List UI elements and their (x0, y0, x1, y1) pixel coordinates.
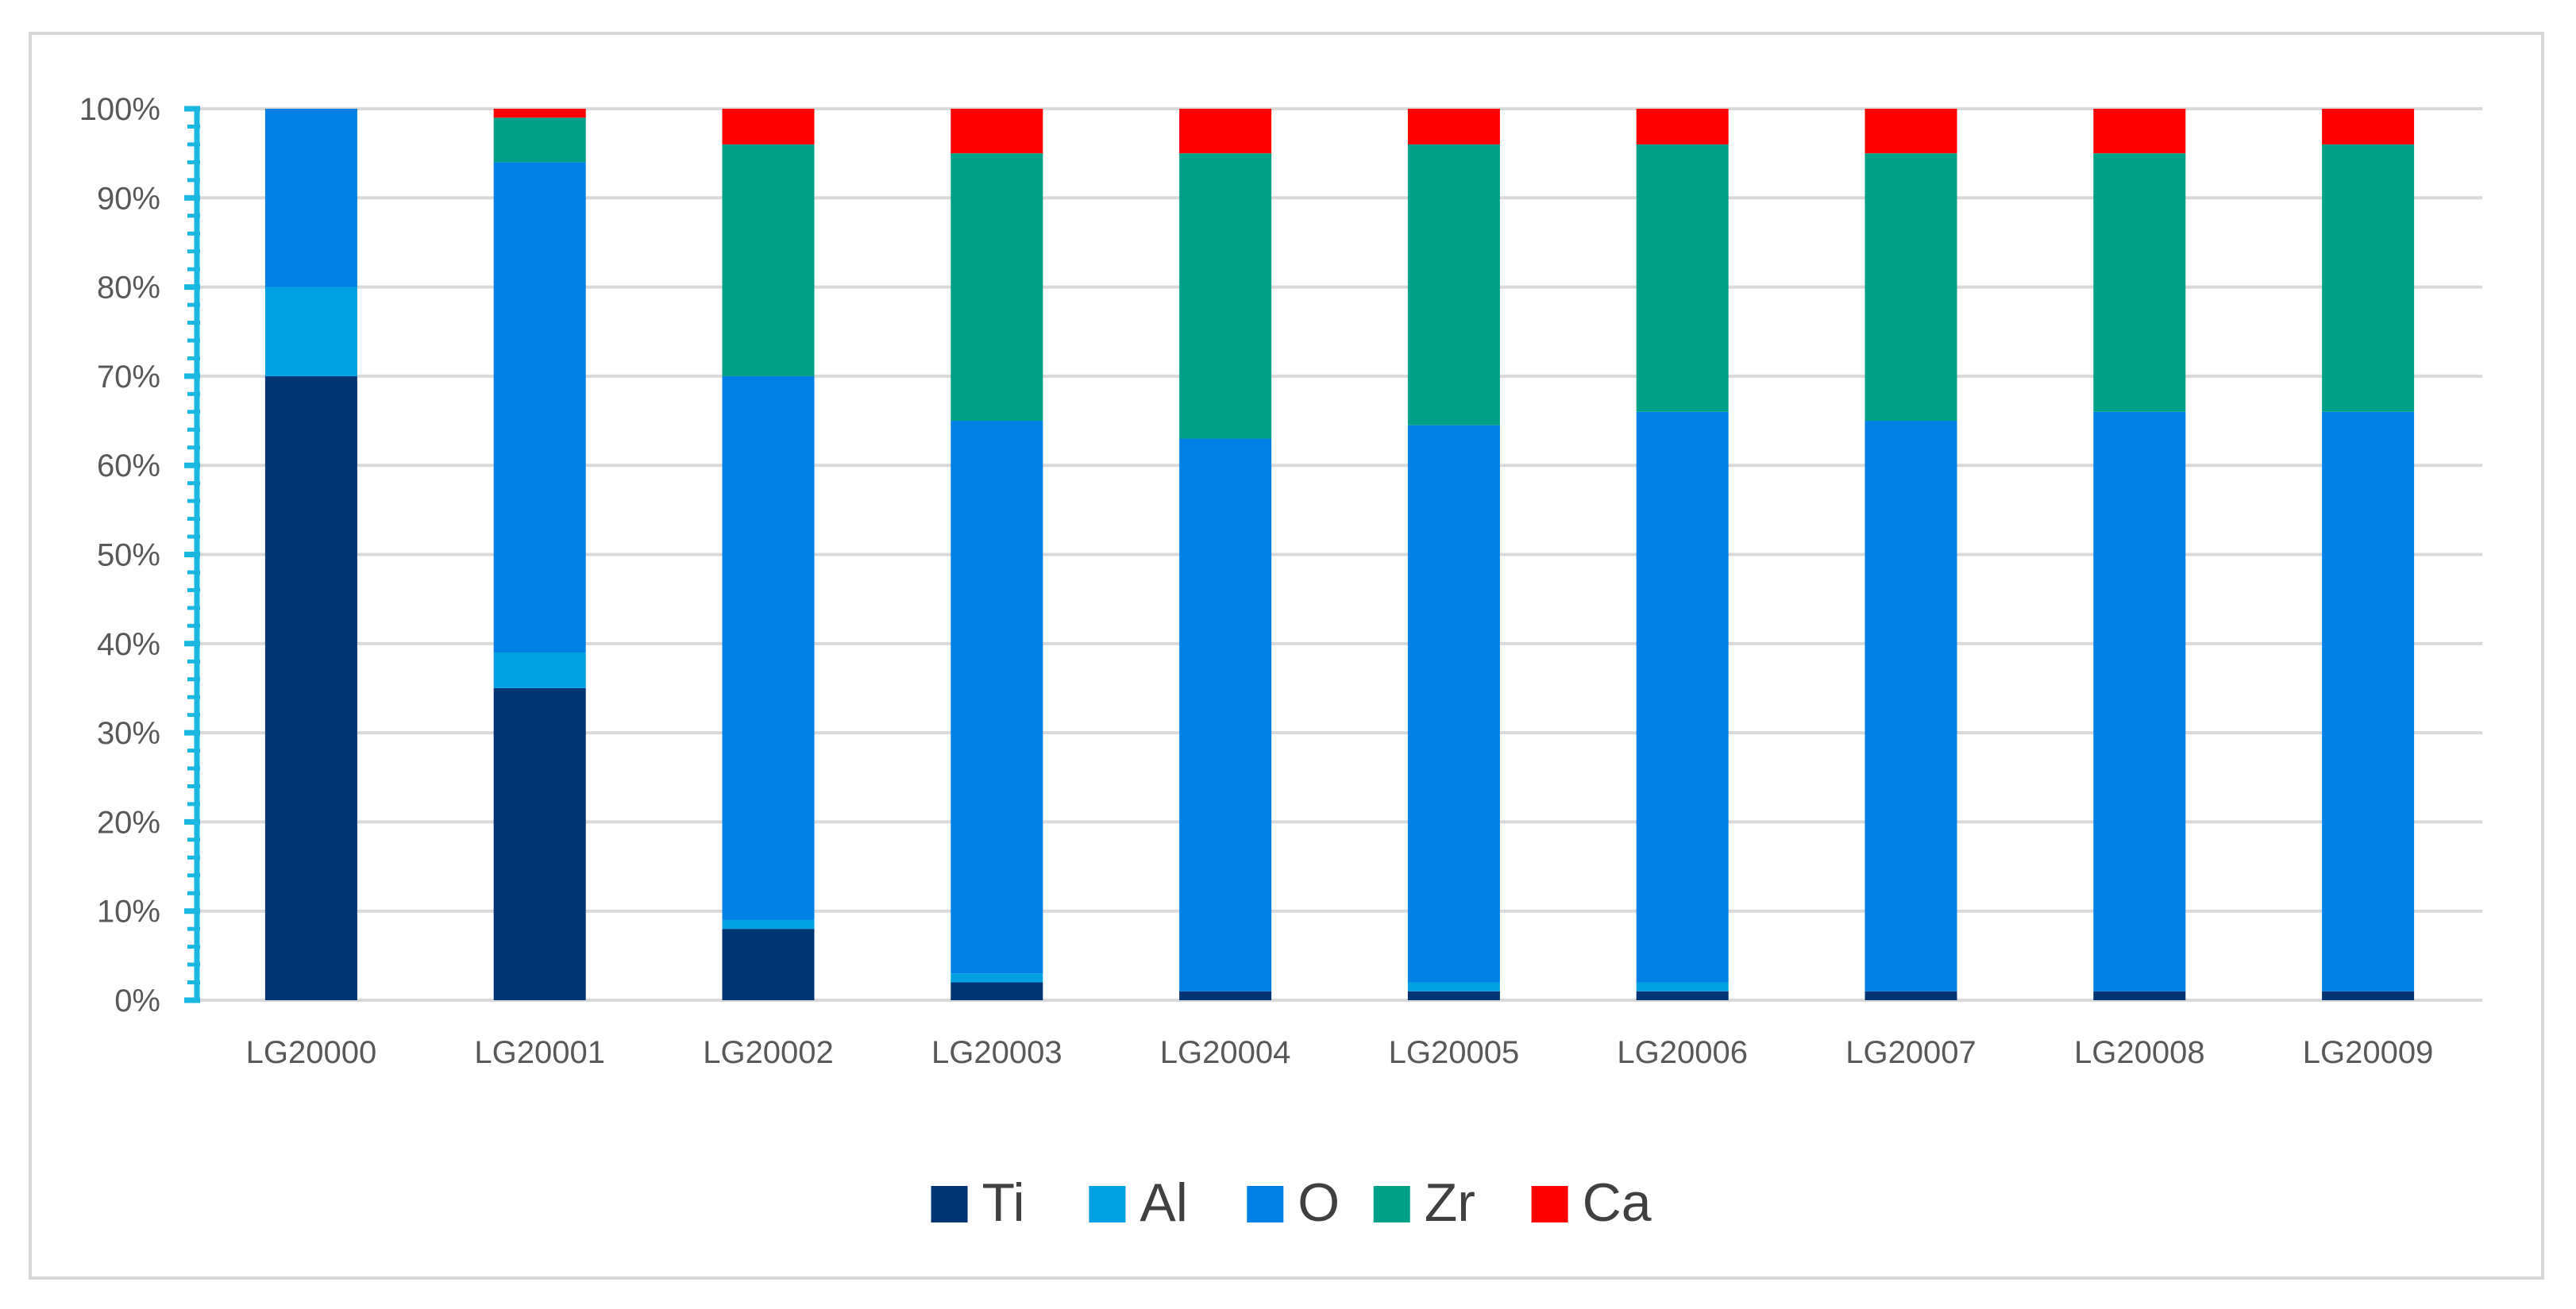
bar-segment-ca (1865, 109, 1957, 154)
bar-segment-ti (1636, 991, 1729, 1000)
x-tick-label: LG20002 (703, 1035, 834, 1070)
bar-segment-o (1407, 425, 1500, 983)
bar-segment-ca (2093, 109, 2186, 154)
bar-segment-al (493, 653, 586, 688)
bar-segment-al (1636, 982, 1729, 991)
y-tick-label: 20% (97, 805, 160, 840)
x-tick-label: LG20004 (1160, 1035, 1291, 1070)
bar-segment-zr (1865, 153, 1957, 422)
y-tick-label: 80% (97, 271, 160, 306)
legend-swatch-al (1089, 1186, 1126, 1222)
bar-segment-zr (951, 153, 1043, 422)
y-tick-label: 100% (79, 92, 160, 127)
legend-label-o: O (1298, 1172, 1340, 1233)
bar-segment-o (2093, 411, 2186, 991)
x-tick-label: LG20008 (2074, 1035, 2205, 1070)
legend-label-ti: Ti (982, 1172, 1025, 1233)
x-tick-label: LG20009 (2303, 1035, 2434, 1070)
y-tick-labels: 0% 10% 20% 30% 40% 50% 60% 70% 80% 90% 100% (79, 92, 160, 1018)
bars (264, 109, 2415, 1000)
y-tick-label: 40% (97, 627, 160, 662)
legend: Ti Al O Zr Ca (931, 1172, 1652, 1233)
bar-segment-al (264, 287, 357, 376)
bar-segment-ti (2322, 991, 2415, 1000)
bar-segment-ca (951, 109, 1043, 154)
bar-segment-zr (493, 117, 586, 163)
y-tick-label: 90% (97, 181, 160, 216)
bar-segment-ti (951, 982, 1043, 1000)
y-tick-label: 70% (97, 360, 160, 395)
legend-label-ca: Ca (1583, 1172, 1652, 1233)
bar-segment-ti (493, 687, 586, 1000)
x-tick-label: LG20000 (246, 1035, 377, 1070)
bar-segment-al (1407, 982, 1500, 991)
bar-segment-ti (1865, 991, 1957, 1000)
bar-segment-zr (2093, 153, 2186, 412)
bar-segment-ti (722, 929, 815, 1000)
bar-segment-al (951, 973, 1043, 983)
bar-segment-zr (1636, 144, 1729, 412)
x-tick-label: LG20001 (474, 1035, 605, 1070)
bar-segment-ti (1179, 991, 1272, 1000)
bar-segment-zr (2322, 144, 2415, 412)
bar-segment-ca (1407, 109, 1500, 144)
y-tick-label: 0% (114, 984, 160, 1018)
bar-segment-o (264, 109, 357, 287)
x-tick-label: LG20007 (1845, 1035, 1976, 1070)
legend-label-zr: Zr (1425, 1172, 1475, 1233)
y-axis (184, 106, 200, 1003)
bar-segment-zr (722, 144, 815, 376)
bar-segment-ti (264, 375, 357, 1000)
legend-label-al: Al (1140, 1172, 1187, 1233)
bar-segment-o (1865, 421, 1957, 991)
y-tick-label: 30% (97, 716, 160, 751)
bar-segment-ca (1636, 109, 1729, 144)
x-tick-label: LG20006 (1617, 1035, 1748, 1070)
bar-segment-ca (493, 109, 586, 118)
legend-swatch-ti (931, 1186, 968, 1222)
y-tick-label: 50% (97, 538, 160, 573)
bar-segment-o (2322, 411, 2415, 991)
bar-segment-al (722, 919, 815, 930)
x-tick-labels: LG20000 LG20001 LG20002 LG20003 LG20004 LG200… (246, 1035, 2434, 1070)
bar-segment-ca (722, 109, 815, 144)
x-tick-label: LG20005 (1389, 1035, 1520, 1070)
bar-segment-zr (1179, 153, 1272, 439)
legend-swatch-o (1247, 1186, 1284, 1222)
bar-segment-o (493, 162, 586, 653)
bar-segment-o (722, 375, 815, 920)
bar-segment-ti (2093, 991, 2186, 1000)
legend-swatch-zr (1373, 1186, 1410, 1222)
bar-segment-zr (1407, 144, 1500, 425)
legend-swatch-ca (1531, 1186, 1568, 1222)
bar-segment-o (1179, 438, 1272, 991)
bar-segment-ca (1179, 109, 1272, 154)
bar-segment-o (951, 421, 1043, 974)
y-tick-label: 60% (97, 449, 160, 483)
x-tick-label: LG20003 (931, 1035, 1062, 1070)
y-tick-label: 10% (97, 895, 160, 930)
bar-segment-o (1636, 411, 1729, 983)
bar-segment-ca (2322, 109, 2415, 144)
bar-segment-ti (1407, 991, 1500, 1000)
